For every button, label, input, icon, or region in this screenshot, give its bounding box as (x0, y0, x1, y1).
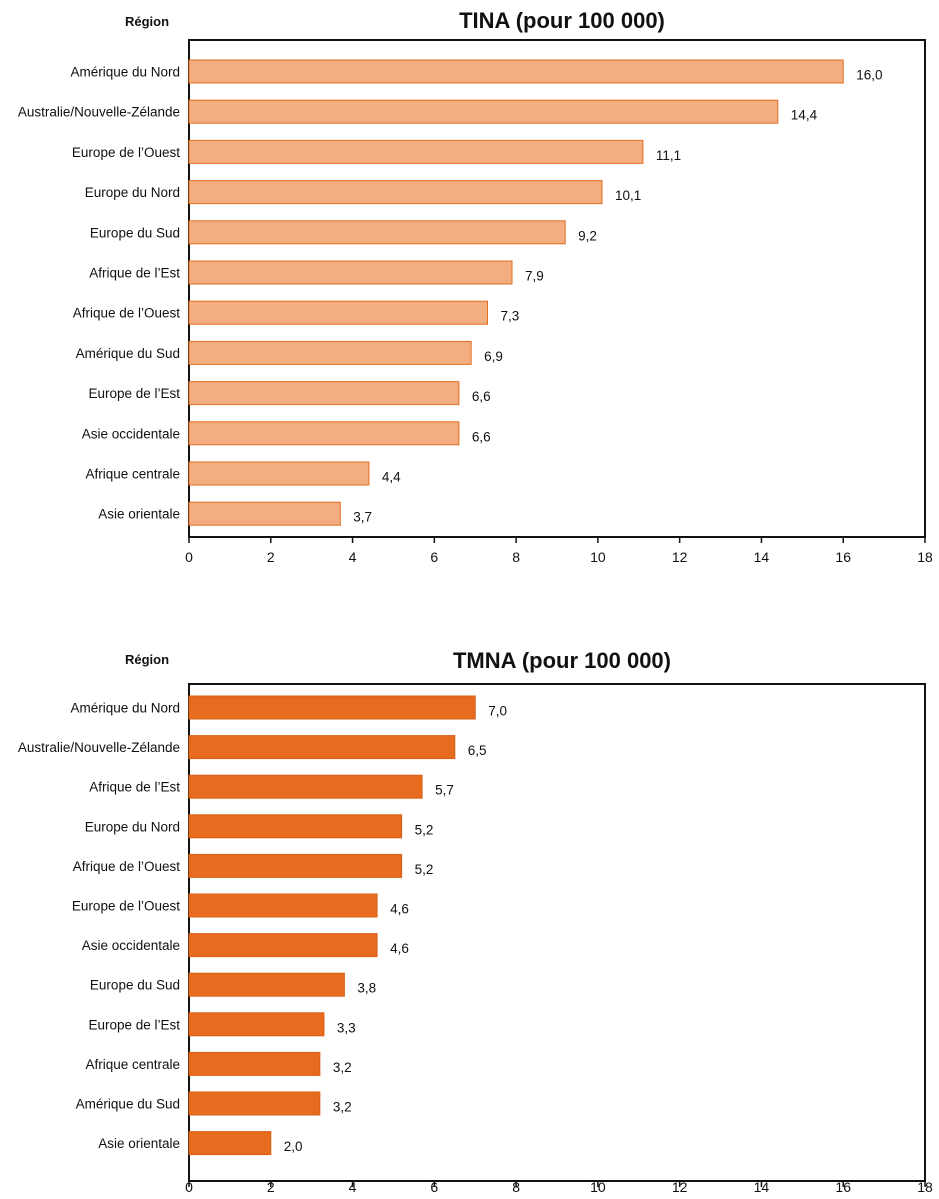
chart2-x-tick-label: 8 (512, 1179, 520, 1195)
chart1-bar (188, 139, 644, 164)
chart1-category-label: Amérique du Nord (70, 65, 180, 80)
chart2-category-label: Afrique centrale (85, 1057, 180, 1072)
chart2-x-tick-label: 6 (430, 1179, 438, 1195)
chart2-bar (188, 1012, 325, 1037)
chart2-x-tick-label: 16 (835, 1179, 851, 1195)
chart1-y-axis-label: Région (125, 14, 169, 29)
chart2-x-tick-label: 14 (754, 1179, 770, 1195)
chart2-x-tick-label: 0 (185, 1179, 193, 1195)
chart2-value-label: 3,8 (357, 981, 376, 996)
chart2-bar (188, 1091, 321, 1116)
chart1-value-label: 11,1 (656, 148, 681, 163)
chart1-value-label: 3,7 (353, 510, 372, 525)
chart2-category-label: Afrique de l’Ouest (73, 859, 181, 874)
chart2-plot-frame (188, 683, 926, 1182)
chart2-category-label: Amérique du Nord (70, 701, 180, 716)
chart2-bar (188, 933, 378, 958)
chart1-bar (188, 99, 779, 124)
chart1-x-tick-label: 14 (754, 549, 770, 565)
chart2-value-label: 6,5 (468, 743, 487, 758)
chart2-value-label: 3,2 (333, 1060, 352, 1075)
chart2-value-label: 4,6 (390, 902, 409, 917)
chart2-category-label: Asie orientale (98, 1136, 180, 1151)
chart1-x-tick-label: 2 (267, 549, 275, 565)
chart1-bar (188, 421, 460, 446)
chart1-value-label: 9,2 (578, 228, 597, 243)
chart1-value-label: 6,6 (472, 429, 491, 444)
chart1-value-label: 6,9 (484, 349, 503, 364)
chart2-category-label: Amérique du Sud (76, 1097, 180, 1112)
chart1-x-tick-label: 0 (185, 549, 193, 565)
chart1-x-tick-label: 12 (672, 549, 688, 565)
chart1-category-label: Europe du Nord (85, 185, 180, 200)
chart1-title: TINA (pour 100 000) (459, 8, 665, 33)
chart2-bar (188, 814, 403, 839)
chart1-value-label: 16,0 (856, 68, 882, 83)
chart1-x-tick-label: 6 (430, 549, 438, 565)
chart1-bar (188, 220, 566, 245)
chart2-bar (188, 972, 345, 997)
chart2-x-tick-label: 4 (349, 1179, 357, 1195)
chart1-category-label: Afrique centrale (85, 467, 180, 482)
chart2-value-label: 5,2 (415, 822, 434, 837)
chart1-x-tick-label: 16 (835, 549, 851, 565)
chart1-category-label: Afrique de l’Ouest (73, 306, 181, 321)
chart2-value-label: 7,0 (488, 704, 507, 719)
chart1-value-label: 7,3 (500, 309, 519, 324)
chart1-bar (188, 59, 844, 84)
chart2-category-label: Australie/Nouvelle-Zélande (18, 740, 180, 755)
chart1-x-tick-label: 4 (349, 549, 357, 565)
chart2-value-label: 4,6 (390, 941, 409, 956)
chart1-value-label: 14,4 (791, 108, 818, 123)
chart1-x-tick-label: 8 (512, 549, 520, 565)
chart1-x-tick-label: 10 (590, 549, 606, 565)
chart2-title: TMNA (pour 100 000) (453, 648, 671, 673)
chart2-y-axis-label: Région (125, 652, 169, 667)
chart1-plot-frame (188, 39, 926, 538)
chart2-value-label: 3,3 (337, 1020, 356, 1035)
chart1-value-label: 7,9 (525, 269, 544, 284)
chart1-category-label: Afrique de l’Est (89, 266, 180, 281)
chart1-value-label: 6,6 (472, 389, 491, 404)
chart1-value-label: 10,1 (615, 188, 641, 203)
chart2-category-label: Asie occidentale (82, 938, 180, 953)
chart1-category-label: Asie occidentale (82, 426, 180, 441)
chart1-category-label: Europe de l’Ouest (72, 145, 180, 160)
chart2-bar (188, 774, 423, 799)
chart2-bar (188, 1131, 272, 1156)
chart1-bar (188, 300, 488, 325)
chart2-x-tick-label: 18 (917, 1179, 933, 1195)
chart1-bar (188, 501, 341, 526)
chart1-category-label: Asie orientale (98, 507, 180, 522)
chart1-category-label: Amérique du Sud (76, 346, 180, 361)
chart2-value-label: 5,2 (415, 862, 434, 877)
chart2-bar (188, 853, 403, 878)
chart2-value-label: 5,7 (435, 783, 454, 798)
chart2-category-label: Europe du Nord (85, 819, 180, 834)
chart2-x-tick-label: 2 (267, 1179, 275, 1195)
chart2-x-tick-label: 10 (590, 1179, 606, 1195)
chart2-bar (188, 735, 456, 760)
chart1-bar (188, 180, 603, 205)
chart2-value-label: 3,2 (333, 1100, 352, 1115)
chart2-value-label: 2,0 (284, 1139, 303, 1154)
chart1-value-label: 4,4 (382, 470, 401, 485)
chart2-bar (188, 1051, 321, 1076)
chart2-x-tick-label: 12 (672, 1179, 688, 1195)
chart2-bar (188, 695, 476, 720)
chart2-category-label: Europe de l’Est (88, 1017, 180, 1032)
chart2-category-label: Afrique de l’Est (89, 780, 180, 795)
chart1-category-label: Europe du Sud (90, 225, 180, 240)
chart2-bar (188, 893, 378, 918)
chart1-x-tick-label: 18 (917, 549, 933, 565)
chart1-bar (188, 461, 370, 486)
chart2-category-label: Europe du Sud (90, 978, 180, 993)
chart1-category-label: Europe de l’Est (88, 386, 180, 401)
chart1-bar (188, 340, 472, 365)
chart1-bar (188, 260, 513, 285)
chart2-category-label: Europe de l’Ouest (72, 899, 180, 914)
chart1-category-label: Australie/Nouvelle-Zélande (18, 105, 180, 120)
chart1-bar (188, 381, 460, 406)
